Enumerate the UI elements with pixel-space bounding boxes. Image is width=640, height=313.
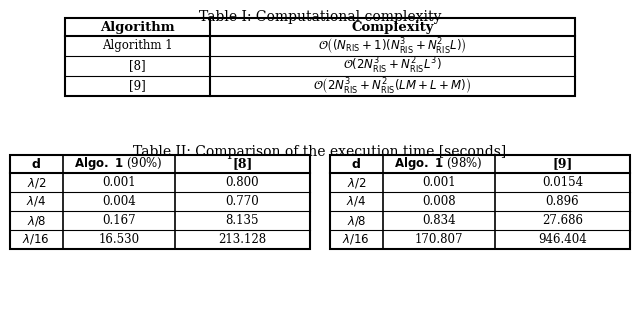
Text: 0.834: 0.834: [422, 214, 456, 227]
Text: $\lambda/16$: $\lambda/16$: [342, 233, 370, 247]
Text: 0.008: 0.008: [422, 195, 456, 208]
Text: 0.800: 0.800: [226, 176, 259, 189]
Text: 0.0154: 0.0154: [542, 176, 583, 189]
Text: [9]: [9]: [552, 157, 573, 171]
Text: 0.001: 0.001: [422, 176, 456, 189]
Text: Table I: Computational complexity: Table I: Computational complexity: [199, 10, 441, 24]
Text: Table II: Comparison of the execution time [seconds]: Table II: Comparison of the execution ti…: [133, 145, 507, 159]
Text: $\lambda/2$: $\lambda/2$: [26, 176, 46, 189]
Text: $\mathcal{O}(2N_\mathrm{RIS}^3+N_\mathrm{RIS}^2 L^3)$: $\mathcal{O}(2N_\mathrm{RIS}^3+N_\mathrm…: [343, 56, 442, 76]
Text: $\mathbf{d}$: $\mathbf{d}$: [351, 157, 361, 171]
Bar: [10, 155, 310, 249]
Text: $\lambda/2$: $\lambda/2$: [346, 176, 366, 189]
Text: [8]: [8]: [129, 59, 146, 73]
Text: 0.167: 0.167: [102, 214, 136, 227]
Text: 16.530: 16.530: [98, 233, 140, 246]
Text: 0.770: 0.770: [226, 195, 259, 208]
Text: [8]: [8]: [232, 157, 253, 171]
Text: 213.128: 213.128: [218, 233, 267, 246]
Text: $\mathcal{O}\left((N_\mathrm{RIS}+1)(N_\mathrm{RIS}^3+N_\mathrm{RIS}^2 L)\right): $\mathcal{O}\left((N_\mathrm{RIS}+1)(N_\…: [318, 36, 467, 56]
Text: 0.001: 0.001: [102, 176, 136, 189]
Text: $\bf{Algo.\ 1}$ (98%): $\bf{Algo.\ 1}$ (98%): [394, 156, 483, 172]
Text: $\lambda/8$: $\lambda/8$: [26, 213, 46, 228]
Text: 0.004: 0.004: [102, 195, 136, 208]
Text: $\bf{Algo.\ 1}$ (90%): $\bf{Algo.\ 1}$ (90%): [74, 156, 163, 172]
Text: [9]: [9]: [129, 80, 146, 93]
Text: 8.135: 8.135: [226, 214, 259, 227]
Text: 27.686: 27.686: [542, 214, 583, 227]
Text: $\lambda/4$: $\lambda/4$: [26, 194, 46, 208]
Text: $\mathcal{O}\left(2N_\mathrm{RIS}^3+N_\mathrm{RIS}^2(LM+L+M)\right)$: $\mathcal{O}\left(2N_\mathrm{RIS}^3+N_\m…: [314, 76, 472, 96]
Text: Algorithm 1: Algorithm 1: [102, 39, 173, 53]
Text: $\lambda/8$: $\lambda/8$: [346, 213, 366, 228]
Text: 170.807: 170.807: [415, 233, 463, 246]
Text: Complexity: Complexity: [351, 20, 434, 33]
Text: Algorithm: Algorithm: [100, 20, 175, 33]
Text: $\lambda/4$: $\lambda/4$: [346, 194, 366, 208]
Text: $\lambda/16$: $\lambda/16$: [22, 233, 50, 247]
Bar: [65, 18, 575, 96]
Text: 0.896: 0.896: [546, 195, 579, 208]
Text: 946.404: 946.404: [538, 233, 587, 246]
Text: $\mathbf{d}$: $\mathbf{d}$: [31, 157, 41, 171]
Bar: [330, 155, 630, 249]
